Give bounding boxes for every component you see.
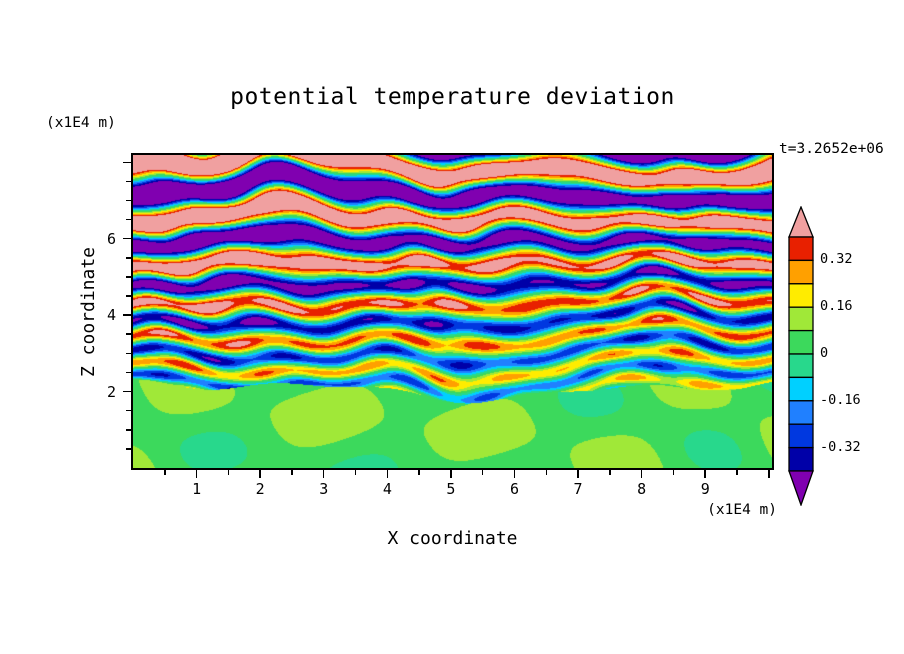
z-axis-tick [126, 352, 131, 355]
x-axis-tick [768, 470, 770, 478]
colorbar [788, 205, 814, 507]
x-axis-tick [227, 470, 230, 475]
x-axis-tick [386, 470, 389, 478]
x-axis-tick [481, 470, 484, 475]
x-axis-tick [450, 470, 452, 478]
z-tick-label: 2 [106, 382, 116, 401]
x-axis-tick [640, 470, 643, 478]
time-annotation: t=3.2652e+06 [779, 141, 884, 157]
x-axis-tick [577, 470, 579, 478]
z-axis-tick [123, 390, 131, 393]
x-axis-tick [259, 470, 261, 478]
z-axis-units: (x1E4 m) [46, 115, 116, 131]
colorbar-block [788, 400, 814, 425]
x-tick-label: 7 [573, 480, 583, 498]
x-axis-tick [418, 470, 420, 475]
x-tick-label: 9 [700, 480, 710, 498]
x-tick-label: 6 [509, 480, 519, 498]
z-axis-tick [123, 314, 131, 316]
z-axis-tick [126, 429, 131, 431]
colorbar-tick-label: -0.16 [820, 391, 861, 408]
x-tick-label: 8 [637, 480, 647, 498]
z-axis-tick [126, 295, 131, 297]
x-tick-label: 1 [192, 480, 202, 498]
colorbar-block [788, 236, 814, 262]
x-tick-label: 5 [446, 480, 456, 498]
colorbar-block [788, 259, 814, 285]
z-tick-label: 4 [106, 306, 116, 325]
x-tick-label: 4 [382, 480, 392, 498]
x-axis-tick [513, 470, 516, 478]
x-axis-tick [609, 470, 611, 475]
x-axis-tick [164, 470, 166, 475]
x-axis-tick [322, 470, 325, 478]
z-tick-label: 6 [106, 229, 116, 248]
colorbar-over-arrow [788, 205, 814, 238]
colorbar-block [788, 376, 814, 402]
x-axis-tick [545, 470, 548, 475]
z-axis-tick [123, 161, 131, 163]
x-axis-tick [291, 470, 293, 475]
colorbar-under-arrow [788, 470, 814, 507]
colorbar-tick-label: 0.32 [820, 251, 853, 268]
colorbar-block [788, 446, 814, 472]
colorbar-tick-label: 0 [820, 345, 829, 361]
colorbar-block [788, 353, 814, 379]
z-axis-tick [126, 371, 131, 374]
x-axis-tick [704, 470, 706, 478]
colorbar-scale [788, 205, 814, 507]
z-axis-tick [123, 237, 131, 240]
colorbar-block [788, 423, 814, 449]
z-axis-tick [126, 333, 131, 335]
x-axis-units: (x1E4 m) [707, 502, 777, 518]
x-axis-tick [672, 470, 675, 475]
z-axis-tick [126, 276, 131, 278]
colorbar-tick-label: -0.32 [820, 438, 861, 455]
plot-area [131, 153, 774, 470]
z-axis-tick [126, 180, 131, 183]
z-axis-tick [126, 448, 131, 450]
z-axis-tick [126, 218, 131, 221]
x-axis-tick [354, 470, 357, 475]
x-axis-tick [195, 470, 198, 478]
colorbar-tick-label: 0.16 [820, 298, 853, 315]
colorbar-block [788, 329, 814, 355]
x-tick-label: 3 [319, 480, 329, 498]
x-tick-label: 2 [255, 480, 265, 498]
x-axis-label: X coordinate [387, 528, 518, 549]
heatmap-canvas [133, 155, 772, 468]
z-axis-tick [126, 409, 131, 412]
colorbar-block [788, 306, 814, 332]
colorbar-block [788, 283, 814, 308]
z-axis-tick [126, 199, 131, 202]
x-axis-tick [736, 470, 738, 475]
z-axis-tick [126, 257, 131, 259]
chart-title: potential temperature deviation [230, 84, 675, 110]
